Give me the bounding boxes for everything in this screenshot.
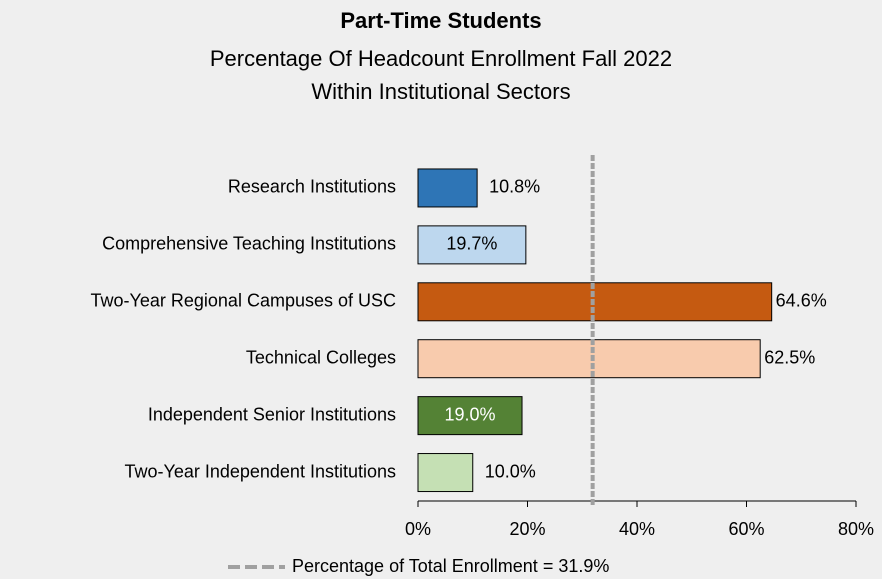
y-tick-label: Technical Colleges — [246, 347, 396, 367]
chart-subtitle: Percentage Of Headcount Enrollment Fall … — [210, 46, 672, 71]
data-label: 64.6% — [776, 291, 827, 311]
bar — [417, 453, 474, 493]
data-label: 19.0% — [444, 404, 495, 424]
data-label: 19.7% — [446, 234, 497, 254]
y-tick-label: Comprehensive Teaching Institutions — [102, 234, 396, 254]
x-tick-label: 80% — [838, 519, 874, 539]
x-tick-label: 20% — [509, 519, 545, 539]
chart-title: Part-Time Students — [340, 8, 541, 33]
y-tick-label: Two-Year Regional Campuses of USC — [91, 291, 396, 311]
chart-subtitle: Within Institutional Sectors — [311, 79, 570, 104]
data-label: 62.5% — [764, 347, 815, 367]
bar — [417, 396, 523, 436]
data-label: 10.0% — [485, 461, 536, 481]
bar — [417, 225, 527, 265]
y-tick-label: Research Institutions — [228, 177, 396, 197]
bar — [417, 339, 761, 379]
x-tick-label: 60% — [728, 519, 764, 539]
bar — [417, 168, 478, 208]
y-tick-label: Independent Senior Institutions — [148, 404, 396, 424]
x-tick-label: 0% — [405, 519, 431, 539]
data-label: 10.8% — [489, 177, 540, 197]
y-tick-label: Two-Year Independent Institutions — [124, 461, 396, 481]
legend-label: Percentage of Total Enrollment = 31.9% — [292, 556, 609, 576]
x-tick-label: 40% — [619, 519, 655, 539]
bar — [417, 282, 773, 322]
